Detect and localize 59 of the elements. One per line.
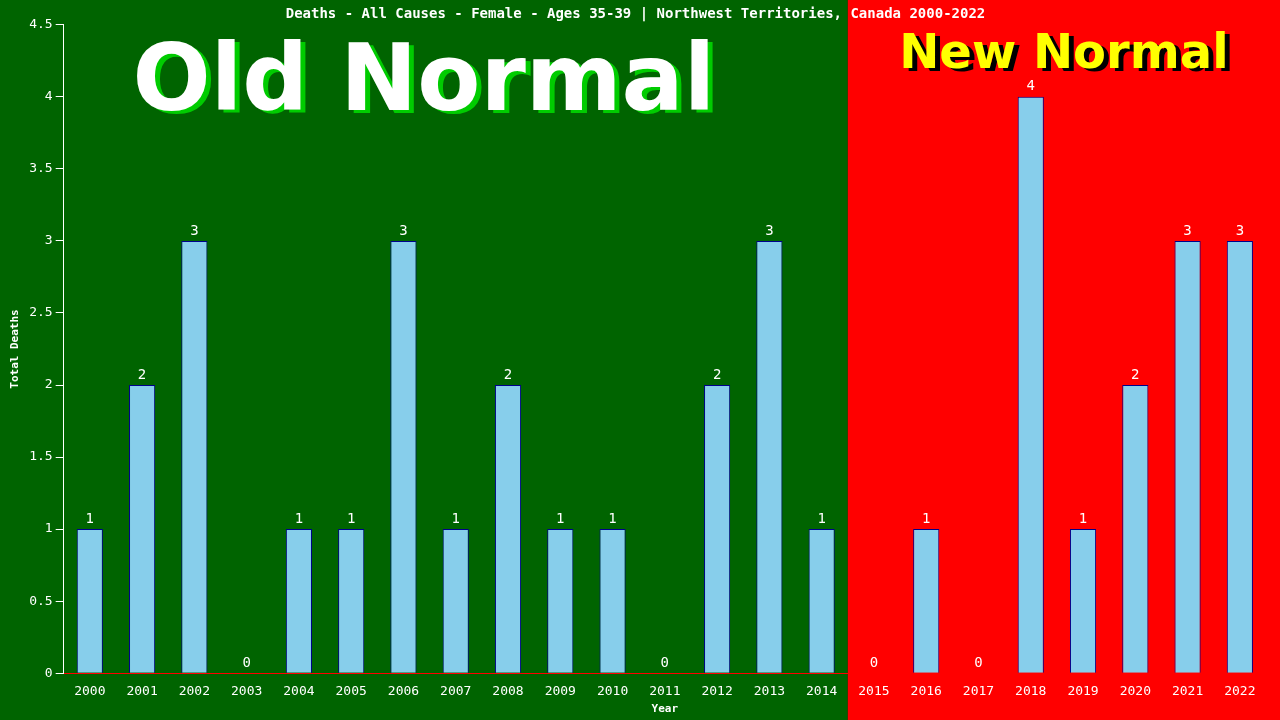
y-tick-label: 3 xyxy=(44,232,53,248)
data-label: 3 xyxy=(190,221,199,238)
y-tick-label: 3.5 xyxy=(29,160,53,176)
x-tick-label: 2021 xyxy=(1171,683,1204,699)
x-tick-label: 2007 xyxy=(440,683,472,699)
x-tick-label: 2014 xyxy=(806,683,838,699)
data-label: 3 xyxy=(399,221,408,238)
x-tick-label: 2022 xyxy=(1224,683,1256,699)
x-tick-label: 2015 xyxy=(858,683,890,699)
data-label: 3 xyxy=(1183,221,1192,238)
data-label: 1 xyxy=(346,509,356,526)
x-tick-label: 2016 xyxy=(910,683,942,699)
data-label: 1 xyxy=(556,509,565,526)
data-label: 0 xyxy=(660,653,670,670)
y-axis-title: Total Deaths xyxy=(8,309,22,389)
x-tick-label: 2009 xyxy=(544,683,576,699)
data-label: 1 xyxy=(294,509,304,526)
x-tick-label: 2020 xyxy=(1119,683,1151,699)
x-tick-label: 2018 xyxy=(1015,683,1047,699)
data-label: 4 xyxy=(1026,77,1035,94)
y-tick-label: 2.5 xyxy=(29,304,53,320)
data-label: 1 xyxy=(817,509,826,526)
data-label: 2 xyxy=(1131,365,1140,382)
x-tick-label: 2003 xyxy=(230,683,263,699)
y-tick-label: 1 xyxy=(44,520,53,536)
x-tick-label: 2000 xyxy=(74,683,106,699)
x-tick-label: 2017 xyxy=(962,683,995,699)
x-tick-label: 2001 xyxy=(126,683,158,699)
data-label: 3 xyxy=(765,221,774,238)
x-tick-label: 2002 xyxy=(178,683,211,699)
x-tick-label: 2013 xyxy=(753,683,786,699)
data-label: 2 xyxy=(503,365,513,382)
data-label: 3 xyxy=(1235,221,1245,238)
y-tick-label: 1.5 xyxy=(29,448,53,464)
x-tick-label: 2012 xyxy=(701,683,733,699)
data-label: 0 xyxy=(974,653,983,670)
x-tick-label: 2004 xyxy=(283,683,315,699)
data-label: 0 xyxy=(869,653,879,670)
y-tick-label: 2 xyxy=(44,376,53,392)
data-label: 2 xyxy=(712,365,722,382)
x-tick-label: 2006 xyxy=(387,683,420,699)
data-label: 1 xyxy=(1078,509,1088,526)
x-tick-label: 2010 xyxy=(596,683,629,699)
chart-title: Deaths - All Causes - Female - Ages 35-39 | Northwest Territories, Canada 2000-2022 xyxy=(285,5,986,23)
x-axis-title: Year xyxy=(651,702,679,716)
x-tick-label: 2008 xyxy=(492,683,524,699)
x-tick-label: 2019 xyxy=(1067,683,1099,699)
y-tick-label: 4.5 xyxy=(29,16,53,32)
x-tick-label: 2011 xyxy=(649,683,681,699)
data-label: 1 xyxy=(922,509,931,526)
y-tick-label: 0 xyxy=(44,664,53,680)
y-tick-label: 0.5 xyxy=(29,592,53,608)
data-label: 1 xyxy=(85,509,95,526)
data-label: 0 xyxy=(242,653,251,670)
data-label: 1 xyxy=(451,509,460,526)
x-tick-label: 2005 xyxy=(335,683,367,699)
y-tick-label: 4 xyxy=(44,88,53,104)
data-label: 1 xyxy=(608,509,617,526)
data-label: 2 xyxy=(137,365,147,382)
